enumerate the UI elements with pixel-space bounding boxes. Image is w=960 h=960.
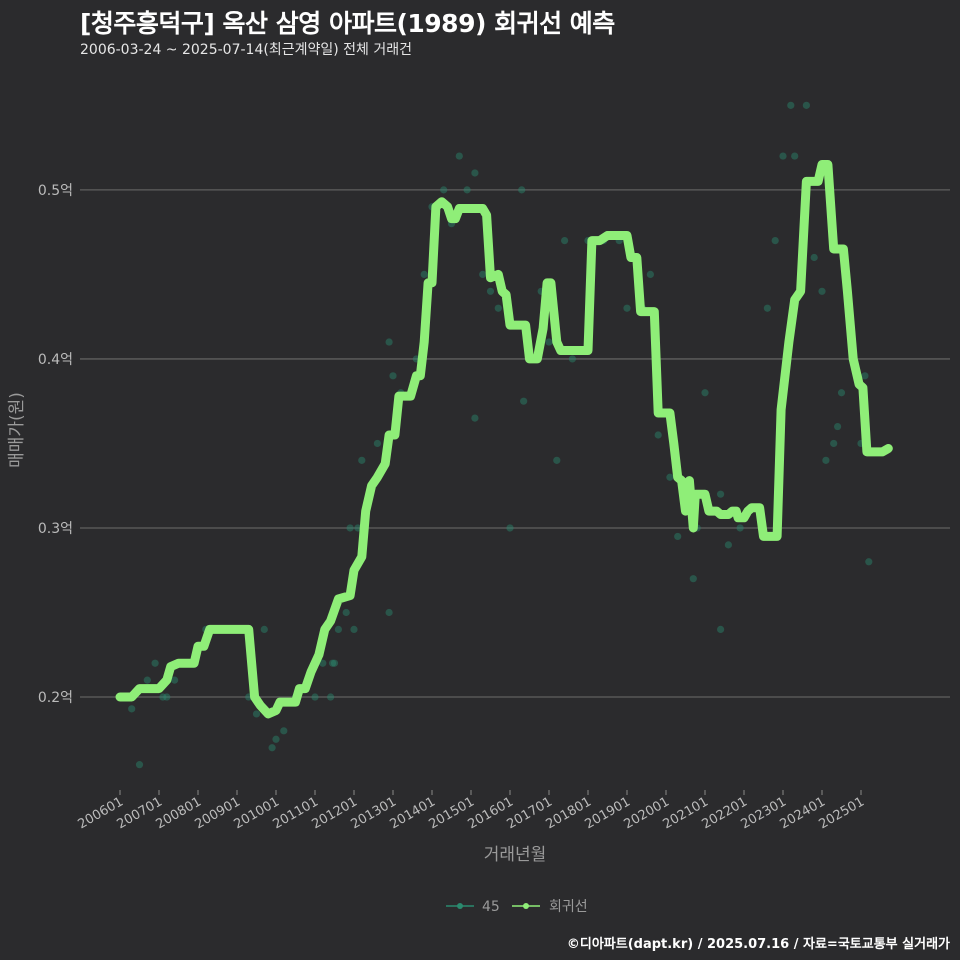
scatter-point xyxy=(471,414,479,422)
y-tick-label: 0.3억 xyxy=(38,521,73,537)
legend-item-regression: 회귀선 xyxy=(512,899,588,915)
chart-title: [청주흥덕구] 옥산 삼영 아파트(1989) 회귀선 예측 xyxy=(80,9,615,38)
scatter-point xyxy=(151,659,159,667)
x-axis-ticks: 2006012007012008012009012010012011012012… xyxy=(76,790,867,832)
scatter-point xyxy=(171,676,179,684)
scatter-point xyxy=(666,473,674,481)
scatter-point xyxy=(260,625,268,634)
scatter-point xyxy=(342,608,350,617)
scatter-point xyxy=(830,439,838,448)
scatter-point xyxy=(319,659,327,667)
scatter-point xyxy=(358,456,366,464)
scatter-point xyxy=(724,541,733,549)
x-axis-label: 거래년월 xyxy=(484,845,547,865)
scatter-point xyxy=(159,693,167,701)
scatter-point xyxy=(389,372,397,380)
legend: 45 회귀선 xyxy=(446,899,588,915)
scatter-point xyxy=(252,710,261,718)
scatter-point xyxy=(163,693,171,701)
scatter-point xyxy=(810,253,818,262)
scatter-point xyxy=(440,186,448,194)
scatter-point xyxy=(834,422,842,431)
scatter-point xyxy=(717,625,725,634)
scatter-point xyxy=(561,236,569,245)
scatter-point xyxy=(420,270,428,279)
scatter-point xyxy=(330,659,339,667)
scatter-point xyxy=(654,431,662,439)
scatter-point xyxy=(553,456,561,464)
scatter-point xyxy=(268,744,276,752)
scatter-point xyxy=(763,304,772,312)
scatter-point xyxy=(568,355,577,363)
scatter-point xyxy=(479,270,487,279)
scatter-point xyxy=(143,676,151,684)
legend-label-regression: 회귀선 xyxy=(549,899,588,915)
scatter-point xyxy=(311,693,319,701)
scatter-point xyxy=(822,456,830,464)
y-tick-label: 0.5억 xyxy=(38,183,73,199)
scatter-point xyxy=(689,575,697,583)
scatter-point xyxy=(779,152,787,160)
chart-subtitle: 2006-03-24 ~ 2025-07-14(최근계약일) 전체 거래건 xyxy=(80,42,412,58)
scatter-point xyxy=(518,186,526,194)
scatter-point xyxy=(494,304,502,312)
footer-credit: ©디아파트(dapt.kr) / 2025.07.16 / 자료=국토교통부 실… xyxy=(566,937,950,952)
scatter-point xyxy=(455,152,463,160)
scatter-point xyxy=(506,524,514,532)
scatter-point xyxy=(623,304,631,312)
scatter-point xyxy=(646,270,655,279)
y-axis-ticks: 0.2억 0.3억 0.4억 0.5억 xyxy=(38,183,73,706)
scatter-point xyxy=(350,625,358,634)
scatter-point xyxy=(837,389,846,397)
scatter-point xyxy=(463,186,471,194)
scatter-series xyxy=(124,101,873,769)
scatter-point xyxy=(272,735,280,743)
scatter-point xyxy=(865,558,873,566)
y-axis-label: 매매가(원) xyxy=(7,392,27,468)
scatter-point xyxy=(771,236,779,245)
legend-label-scatter: 45 xyxy=(482,899,500,915)
scatter-point xyxy=(717,490,725,498)
scatter-point xyxy=(802,101,811,109)
x-tick-label: 202501 xyxy=(817,794,867,832)
scatter-point xyxy=(346,524,354,532)
scatter-point xyxy=(701,389,709,397)
scatter-point xyxy=(334,625,342,634)
scatter-point xyxy=(327,693,335,701)
scatter-point xyxy=(128,705,136,713)
scatter-point xyxy=(280,727,288,735)
regression-line xyxy=(115,160,893,719)
scatter-point xyxy=(674,532,682,541)
scatter-point xyxy=(545,338,553,346)
scatter-point xyxy=(135,761,144,769)
scatter-point xyxy=(520,397,528,405)
scatter-point xyxy=(787,101,795,109)
grid-lines xyxy=(80,189,950,698)
scatter-point xyxy=(385,338,393,346)
scatter-point xyxy=(471,169,479,177)
scatter-point xyxy=(818,287,826,295)
scatter-point xyxy=(861,372,869,380)
scatter-point xyxy=(791,152,799,160)
scatter-point xyxy=(328,659,337,667)
legend-item-scatter: 45 xyxy=(446,899,500,915)
scatter-point xyxy=(486,287,495,295)
y-tick-label: 0.4억 xyxy=(38,352,73,368)
scatter-point xyxy=(736,524,744,532)
scatter-point xyxy=(385,608,393,617)
y-tick-label: 0.2억 xyxy=(38,690,73,706)
scatter-point xyxy=(373,439,381,448)
